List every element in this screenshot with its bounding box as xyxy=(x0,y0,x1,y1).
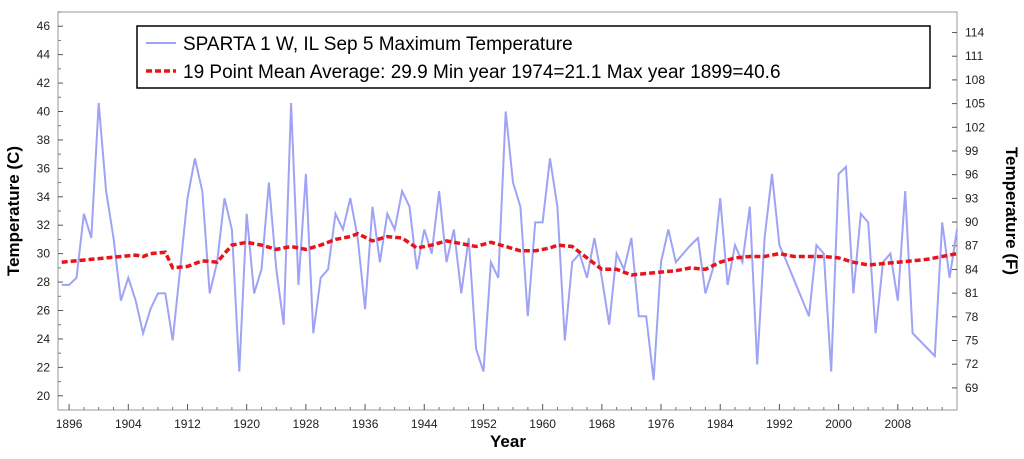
x-tick-label: 2008 xyxy=(884,417,911,431)
y2-tick-label: 96 xyxy=(965,168,979,182)
y2-tick-label: 102 xyxy=(965,120,985,134)
right-y-axis: 69 72 75 78 81 84 87 90 93 96 99 102 105 108 111 114 xyxy=(952,26,985,395)
y-tick-label: 30 xyxy=(37,247,51,261)
y-tick-label: 46 xyxy=(37,19,51,33)
nineteen-point-mean-line xyxy=(61,231,958,277)
y-tick-label: 22 xyxy=(37,360,51,374)
x-tick-label: 1992 xyxy=(766,417,793,431)
y2-tick-label: 87 xyxy=(965,239,979,253)
x-axis: 1896 1904 1912 1920 1928 1936 1944 1952 1960 1968… xyxy=(56,404,943,431)
x-tick-label: 1936 xyxy=(352,417,379,431)
x-axis-title: Year xyxy=(490,432,526,451)
y2-axis-title: Temperature (F) xyxy=(1002,147,1021,275)
x-tick-label: 1984 xyxy=(707,417,734,431)
x-tick-label: 1944 xyxy=(411,417,438,431)
legend: SPARTA 1 W, IL Sep 5 Maximum Temperature… xyxy=(136,25,931,89)
y-tick-label: 34 xyxy=(37,190,51,204)
y2-tick-label: 99 xyxy=(965,144,979,158)
y-tick-label: 26 xyxy=(37,304,51,318)
y2-tick-label: 72 xyxy=(965,357,979,371)
y-tick-label: 36 xyxy=(37,161,51,175)
x-tick-label: 1896 xyxy=(56,417,83,431)
legend-label-mean: 19 Point Mean Average: 29.9 Min year 197… xyxy=(183,62,781,83)
y2-tick-label: 114 xyxy=(965,26,984,40)
x-tick-label: 1920 xyxy=(233,417,260,431)
y2-tick-label: 93 xyxy=(965,191,979,205)
y-axis-title: Temperature (C) xyxy=(4,146,23,276)
y-tick-label: 32 xyxy=(37,218,51,232)
y2-tick-label: 75 xyxy=(965,334,979,348)
y2-tick-label: 111 xyxy=(965,49,984,63)
x-tick-label: 1904 xyxy=(115,417,142,431)
x-tick-label: 1952 xyxy=(470,417,497,431)
legend-label-raw: SPARTA 1 W, IL Sep 5 Maximum Temperature xyxy=(183,34,573,55)
x-tick-label: 1928 xyxy=(293,417,320,431)
y-tick-label: 40 xyxy=(37,105,51,119)
y-tick-label: 38 xyxy=(37,133,51,147)
x-tick-label: 1968 xyxy=(588,417,615,431)
y2-tick-label: 69 xyxy=(965,381,979,395)
y-tick-label: 28 xyxy=(37,275,51,289)
x-tick-label: 1912 xyxy=(174,417,201,431)
y2-tick-label: 108 xyxy=(965,73,985,87)
y2-tick-label: 105 xyxy=(965,97,985,111)
legend-box xyxy=(136,25,931,89)
daily-max-temperature-line xyxy=(61,102,958,381)
y-tick-label: 44 xyxy=(37,48,51,62)
left-y-axis: 20 22 24 26 28 30 32 34 36 38 40 42 44 46 xyxy=(37,11,63,403)
y-tick-label: 42 xyxy=(37,76,51,90)
x-tick-label: 2000 xyxy=(825,417,852,431)
y2-tick-label: 84 xyxy=(965,262,979,276)
y-tick-label: 24 xyxy=(37,332,51,346)
y2-tick-label: 90 xyxy=(965,215,979,229)
y-tick-label: 20 xyxy=(37,389,51,403)
y2-tick-label: 78 xyxy=(965,310,979,324)
x-tick-label: 1976 xyxy=(648,417,675,431)
x-tick-label: 1960 xyxy=(529,417,556,431)
y2-tick-label: 81 xyxy=(965,286,979,300)
